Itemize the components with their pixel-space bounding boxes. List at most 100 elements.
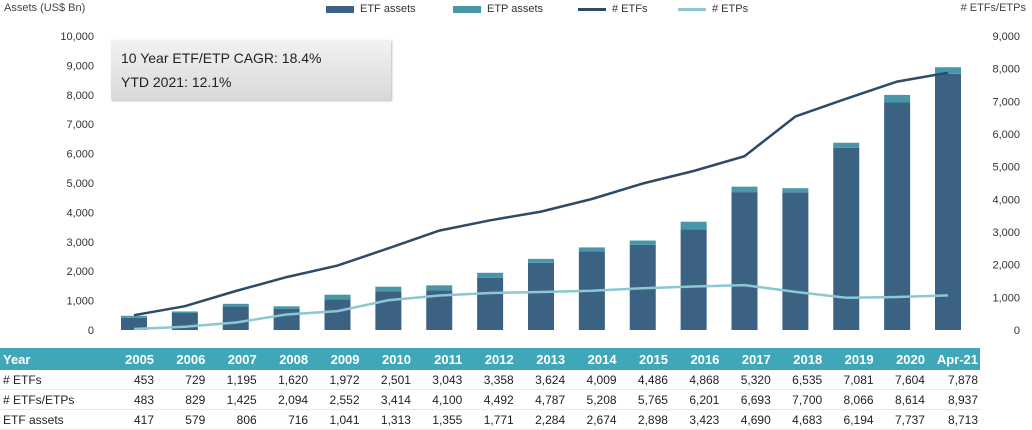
table-cell: 8,066 bbox=[843, 392, 874, 407]
table-cell: 6,194 bbox=[843, 412, 874, 427]
table-cell: 7,737 bbox=[894, 412, 925, 427]
etf-assets-bar bbox=[528, 262, 554, 330]
table-body: # ETFs 453 729 1,195 1,620 1,972 2,501 3,043 3,3… bbox=[0, 370, 980, 430]
right-axis-tick: 5,000 bbox=[992, 162, 1020, 174]
right-axis-tick: 8,000 bbox=[992, 64, 1020, 76]
etp-assets-bar bbox=[273, 306, 300, 309]
table-row: # ETFs/ETPs 483 829 1,425 2,094 2,552 3,414 4,1… bbox=[0, 390, 980, 410]
table-cell: 1,313 bbox=[380, 412, 411, 427]
table-row-label: # ETFs/ETPs bbox=[3, 392, 75, 407]
etf-assets-bar bbox=[935, 73, 961, 330]
table-cell: 4,690 bbox=[740, 412, 771, 427]
legend-etf-assets-swatch bbox=[326, 5, 354, 13]
table-row: ETF assets 417 579 806 716 1,041 1,313 1,355 1,7… bbox=[0, 410, 980, 430]
etp-assets-bar bbox=[477, 272, 504, 278]
table-cell: 1,771 bbox=[483, 412, 514, 427]
table-cell: 716 bbox=[288, 412, 309, 427]
cagr-annotation-box: 10 Year ETF/ETP CAGR: 18.4% YTD 2021: 12… bbox=[111, 40, 391, 100]
left-axis-tick: 3,000 bbox=[66, 237, 94, 249]
table-header-year: 2010 bbox=[382, 351, 411, 367]
left-axis-tick: 5,000 bbox=[66, 178, 94, 190]
table-header-year: 2017 bbox=[741, 351, 771, 367]
table-header-year: Apr-21 bbox=[936, 351, 978, 367]
etp-assets-bar bbox=[731, 186, 758, 193]
table-cell: 453 bbox=[134, 372, 155, 387]
legend-num-etps-swatch bbox=[678, 7, 706, 11]
etp-assets-bar bbox=[171, 311, 198, 313]
legend-num-etfs-swatch bbox=[578, 7, 606, 11]
left-axis-tick: 2,000 bbox=[66, 266, 94, 278]
legend-etp-assets-swatch bbox=[453, 5, 481, 13]
table-cell: 1,972 bbox=[329, 372, 360, 387]
table-cell: 2,284 bbox=[535, 412, 566, 427]
table-cell: 6,535 bbox=[792, 372, 823, 387]
etf-assets-bar bbox=[833, 147, 860, 330]
table-cell: 8,937 bbox=[947, 392, 978, 407]
table-cell: 2,501 bbox=[380, 372, 411, 387]
etp-assets-bar bbox=[629, 240, 656, 245]
etf-assets-bar bbox=[375, 291, 402, 330]
table-cell: 2,898 bbox=[637, 412, 668, 427]
etp-assets-bar bbox=[680, 221, 707, 230]
table-cell: 7,878 bbox=[947, 372, 978, 387]
table-cell: 3,624 bbox=[535, 372, 566, 387]
table-row-label: ETF assets bbox=[3, 412, 64, 427]
legend-num-etfs-label: # ETFs bbox=[612, 3, 648, 15]
etf-assets-bar bbox=[731, 192, 758, 330]
ytd-line: YTD 2021: 12.1% bbox=[121, 74, 232, 90]
etp-assets-bar bbox=[935, 67, 961, 74]
legend-etf-assets: ETF assets bbox=[326, 2, 416, 16]
left-axis-tick: 10,000 bbox=[60, 31, 94, 43]
etp-assets-bar bbox=[833, 142, 860, 148]
left-axis-title: Assets (US$ Bn) bbox=[4, 2, 86, 14]
cagr-line: 10 Year ETF/ETP CAGR: 18.4% bbox=[121, 50, 322, 66]
table-header-year: 2011 bbox=[434, 351, 463, 367]
table-cell: 7,081 bbox=[843, 372, 874, 387]
left-axis-tick: 0 bbox=[88, 325, 94, 337]
table-cell: 4,492 bbox=[483, 392, 514, 407]
table-header-year: 2014 bbox=[587, 351, 617, 367]
right-axis-tick: 2,000 bbox=[992, 260, 1020, 272]
etp-assets-bar bbox=[426, 285, 453, 291]
table-cell: 6,693 bbox=[740, 392, 771, 407]
num-etfs-line bbox=[133, 71, 949, 317]
table-cell: 483 bbox=[134, 392, 155, 407]
table-cell: 1,041 bbox=[329, 412, 360, 427]
table-cell: 3,414 bbox=[380, 392, 411, 407]
table-row-label: # ETFs bbox=[3, 372, 42, 387]
table-cell: 579 bbox=[185, 412, 206, 427]
data-table: Year 2005 2006 2007 2008 2009 2010 2011 2012 2013… bbox=[0, 348, 980, 430]
etf-assets-bar bbox=[477, 277, 504, 330]
etp-assets-bar bbox=[121, 315, 147, 318]
etf-assets-bar bbox=[884, 102, 911, 331]
etp-assets-bar bbox=[884, 94, 911, 103]
table-header-label: Year bbox=[3, 351, 31, 367]
table-cell: 829 bbox=[185, 392, 206, 407]
table-row: # ETFs 453 729 1,195 1,620 1,972 2,501 3,043 3,3… bbox=[0, 370, 980, 390]
table-cell: 4,100 bbox=[432, 392, 463, 407]
right-axis-tick: 6,000 bbox=[992, 129, 1020, 141]
table-cell: 4,009 bbox=[586, 372, 617, 387]
table-cell: 5,320 bbox=[740, 372, 771, 387]
legend-num-etfs: # ETFs bbox=[578, 2, 647, 16]
etp-assets-bar bbox=[324, 294, 351, 300]
table-header-year: 2018 bbox=[793, 351, 823, 367]
table-cell: 4,787 bbox=[535, 392, 566, 407]
table-cell: 3,043 bbox=[432, 372, 463, 387]
legend-etp-assets: ETP assets bbox=[453, 2, 543, 16]
table-header-year: 2007 bbox=[227, 351, 257, 367]
table-header-year: 2009 bbox=[330, 351, 360, 367]
table-cell: 2,674 bbox=[586, 412, 617, 427]
table-cell: 3,358 bbox=[483, 372, 514, 387]
table-cell: 4,486 bbox=[637, 372, 668, 387]
right-axis-tick: 0 bbox=[1014, 325, 1020, 337]
left-axis-tick: 4,000 bbox=[66, 207, 94, 219]
table-header-year: 2019 bbox=[844, 351, 874, 367]
table-header-year: 2008 bbox=[279, 351, 309, 367]
etf-assets-bar bbox=[324, 299, 351, 330]
table-header-year: 2016 bbox=[690, 351, 720, 367]
left-axis-tick: 6,000 bbox=[66, 149, 94, 161]
etp-assets-bar bbox=[578, 247, 605, 252]
right-axis-tick: 7,000 bbox=[992, 96, 1020, 108]
chart: 0 1,000 2,000 3,000 4,000 5,000 6,000 7,000 8,00… bbox=[60, 31, 1020, 337]
